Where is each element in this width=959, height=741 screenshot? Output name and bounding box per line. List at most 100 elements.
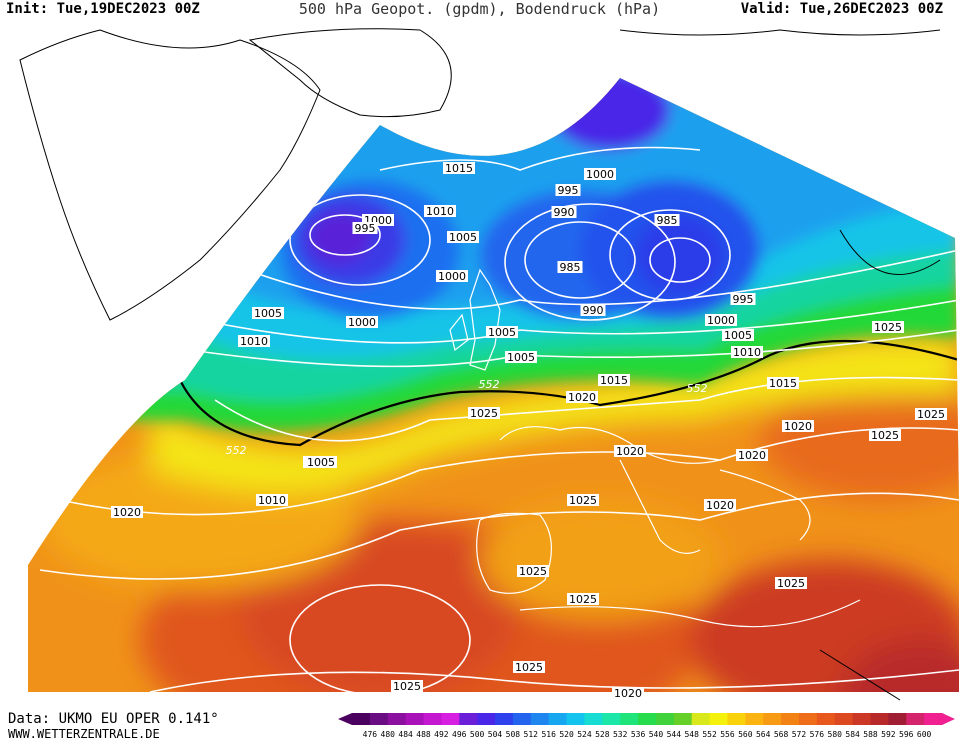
- scale-tick-label: 524: [577, 730, 592, 739]
- isobar-label-bg: [775, 577, 807, 589]
- scale-swatch: [906, 713, 925, 725]
- isobar-label: 1020: [113, 506, 141, 519]
- isobar-label: 985: [657, 214, 678, 227]
- isobar-label-bg: [598, 374, 630, 386]
- isobar-label: 1025: [917, 408, 945, 421]
- isobar-label-bg: [557, 261, 583, 273]
- isobar-label-bg: [612, 687, 644, 699]
- data-source-label: Data: UKMO EU OPER 0.141°: [8, 711, 219, 727]
- isobar-label: 1010: [258, 494, 286, 507]
- scale-swatch: [691, 713, 711, 725]
- isobar-label-bg: [782, 420, 814, 432]
- isobar-label: 1000: [707, 314, 735, 327]
- forecast-map: 1015 1010 1000 995 1005 1000 1005 1000 1010 1005 9…: [0, 18, 959, 710]
- isobar-label-bg: [468, 407, 500, 419]
- isobar-label-bg: [447, 231, 479, 243]
- scale-tick-label: 584: [845, 730, 860, 739]
- scale-swatch: [477, 713, 496, 725]
- isobar-label-bg: [256, 494, 288, 506]
- scale-tick-label: 544: [667, 730, 682, 739]
- scale-tick-label: 516: [541, 730, 556, 739]
- isobar-label: 1000: [348, 316, 376, 329]
- scale-swatch: [638, 713, 657, 725]
- isobar-label: 1015: [600, 374, 628, 387]
- scale-tick-label: 588: [863, 730, 878, 739]
- isobar-label-bg: [346, 316, 378, 328]
- scale-swatch: [888, 713, 907, 725]
- isobar-label-bg: [111, 506, 143, 518]
- isobar-label: 985: [560, 261, 581, 274]
- isobar-label-bg: [513, 661, 545, 673]
- scale-tick-label: 508: [506, 730, 521, 739]
- isobar-label-bg: [424, 205, 456, 217]
- scale-tick-label: 496: [452, 730, 467, 739]
- scale-tick-label: 492: [434, 730, 449, 739]
- isobar-label-bg: [391, 680, 423, 692]
- scale-swatch: [352, 713, 371, 725]
- isobar-label: 1020: [738, 449, 766, 462]
- isobar-label-bg: [436, 270, 468, 282]
- scale-tick-label: 540: [649, 730, 664, 739]
- scale-swatch: [727, 713, 746, 725]
- scale-tick-label: 596: [899, 730, 914, 739]
- scale-swatch: [763, 713, 782, 725]
- isobar-label: 1025: [569, 494, 597, 507]
- scale-swatch: [495, 713, 514, 725]
- isobar-label: 1015: [769, 377, 797, 390]
- isobar-label-bg: [352, 222, 378, 234]
- isobar-label-bg: [872, 321, 904, 333]
- isobar-label-bg: [517, 565, 549, 577]
- isobar-label: 1025: [519, 565, 547, 578]
- isobar-label: 990: [583, 304, 604, 317]
- scale-swatch: [852, 713, 871, 725]
- scale-swatch: [441, 713, 460, 725]
- isobar-label: 1005: [449, 231, 477, 244]
- isobar-label-bg: [869, 429, 901, 441]
- isobar-label: 1025: [777, 577, 805, 590]
- isobar-label: 1025: [569, 593, 597, 606]
- coastlines: [449, 268, 861, 628]
- isobar-label-bg: [580, 304, 606, 316]
- scale-swatch: [459, 713, 478, 725]
- contour-label-552: 552: [479, 378, 500, 391]
- scale-swatch: [673, 713, 693, 725]
- scale-tick-label: 488: [416, 730, 431, 739]
- scale-tick-label: 480: [381, 730, 396, 739]
- scale-tick-label: 568: [774, 730, 789, 739]
- country-borders: [19, 28, 941, 701]
- map-title: 500 hPa Geopot. (gpdm), Bodendruck (hPa): [298, 0, 661, 18]
- scale-tick-label: 580: [828, 730, 843, 739]
- color-scale-legend: 476 480 484 488 492 496 500 504 508 512 516 520 524 5…: [338, 713, 955, 739]
- scale-swatch: [566, 713, 585, 725]
- scale-tick-label: 552: [702, 730, 717, 739]
- scale-swatch: [602, 713, 621, 725]
- isobar-label: 1015: [445, 162, 473, 175]
- isobar-label: 1010: [733, 346, 761, 359]
- isobar-label: 1010: [426, 205, 454, 218]
- scale-tick-label: 484: [398, 730, 413, 739]
- isobar-label-bg: [238, 335, 270, 347]
- isobar-label-bg: [486, 326, 518, 338]
- scale-swatch: [709, 713, 728, 725]
- contour-label-552: 552: [226, 444, 247, 457]
- isobar-label: 1005: [254, 307, 282, 320]
- isobar-label: 1020: [784, 420, 812, 433]
- isobar-label: 1005: [488, 326, 516, 339]
- isobar-label-bg: [567, 593, 599, 605]
- isobar-label: 1020: [614, 687, 642, 700]
- isobar-lines: [39, 146, 959, 692]
- scale-tick-label: 532: [613, 730, 628, 739]
- scale-swatch: [620, 713, 639, 725]
- scale-swatch: [423, 713, 442, 725]
- isobar-label: 1005: [507, 351, 535, 364]
- scale-right-arrow: [942, 713, 955, 725]
- scale-swatch: [816, 713, 836, 725]
- scale-swatch: [387, 713, 407, 725]
- scale-swatch: [584, 713, 603, 725]
- isobar-label-bg: [736, 449, 768, 461]
- isobar-label-bg: [705, 314, 737, 326]
- scale-tick-label: 512: [524, 730, 539, 739]
- isobar-label-bg: [614, 445, 646, 457]
- website-label: WWW.WETTERZENTRALE.DE: [8, 727, 160, 741]
